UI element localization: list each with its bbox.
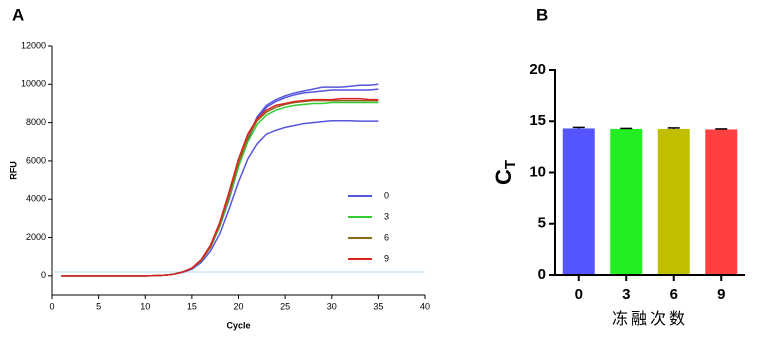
series-line — [61, 101, 379, 277]
y-tick-label: 10 — [529, 163, 546, 180]
bar-chart: B 0 5 10 15 20 CT 0 3 6 9 冻融次数 — [491, 5, 745, 328]
series-line — [61, 99, 379, 277]
y-label-main: C — [491, 169, 516, 185]
legend-label: 0 — [384, 190, 389, 200]
y-tick-label: 2000 — [26, 232, 46, 242]
panel-label: A — [12, 5, 24, 24]
legend-label: 6 — [384, 232, 389, 242]
x-axis-label: Cycle — [226, 320, 250, 330]
y-tick-label: 5 — [538, 215, 546, 232]
bar — [657, 128, 690, 275]
series-line — [61, 119, 379, 277]
y-tick-label: 6000 — [26, 155, 46, 165]
x-tick-label: 6 — [670, 286, 678, 303]
legend-label: 3 — [384, 211, 389, 221]
series-line — [61, 97, 379, 277]
panel-label: B — [536, 5, 548, 24]
y-tick-label: 10000 — [21, 79, 46, 89]
y-axis-label: CT — [491, 160, 519, 185]
y-tick-label: 0 — [41, 270, 46, 280]
x-tick-label: 9 — [717, 286, 725, 303]
x-tick-label: 25 — [280, 301, 290, 311]
y-tick-label: 0 — [538, 266, 546, 283]
bar — [705, 129, 738, 275]
y-tick-label: 12000 — [21, 40, 46, 50]
x-tick-label: 30 — [327, 301, 337, 311]
legend-label: 9 — [384, 253, 389, 263]
x-tick-label: 0 — [49, 301, 54, 311]
y-axis-label: RFU — [8, 161, 18, 180]
series-line — [61, 88, 379, 277]
x-tick-label: 3 — [622, 286, 630, 303]
x-tick-label: 40 — [420, 301, 430, 311]
x-axis-label: 冻融次数 — [612, 310, 688, 328]
y-label-sub: T — [502, 160, 519, 169]
bar — [562, 128, 595, 275]
bar — [610, 128, 643, 275]
x-tick-label: 20 — [233, 301, 243, 311]
y-tick-label: 20 — [529, 61, 546, 78]
x-tick-label: 0 — [575, 286, 583, 303]
x-tick-label: 10 — [140, 301, 150, 311]
y-tick-label: 4000 — [26, 194, 46, 204]
x-tick-label: 5 — [96, 301, 101, 311]
y-tick-label: 15 — [529, 112, 546, 129]
x-tick-label: 35 — [373, 301, 383, 311]
series-line — [61, 83, 379, 277]
x-tick-label: 15 — [187, 301, 197, 311]
y-tick-label: 8000 — [26, 117, 46, 127]
